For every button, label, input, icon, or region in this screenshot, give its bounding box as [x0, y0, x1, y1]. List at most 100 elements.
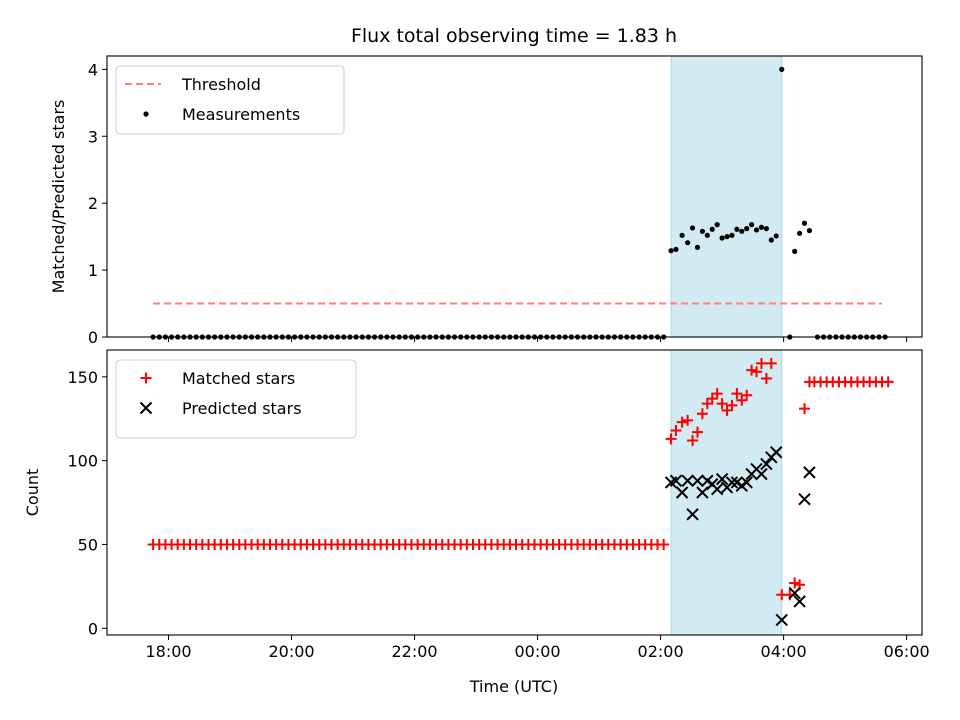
- data-point: [675, 486, 689, 499]
- data-point: [779, 66, 785, 72]
- data-point: [676, 416, 688, 428]
- series-matched-stars: [147, 357, 894, 601]
- data-point: [760, 373, 772, 384]
- data-point: [687, 435, 699, 447]
- observing-span: [670, 349, 783, 636]
- y-axis-label: Count: [23, 469, 42, 517]
- series-predicted-stars: [664, 446, 816, 627]
- data-point: [746, 364, 758, 376]
- data-point: [669, 474, 683, 487]
- data-point: [686, 508, 699, 521]
- y-tick-label: 3: [88, 127, 98, 146]
- data-point: [739, 228, 745, 234]
- data-point: [740, 476, 753, 489]
- data-point: [689, 225, 696, 231]
- data-point: [670, 424, 682, 436]
- data-point: [775, 613, 788, 627]
- data-point: [734, 226, 740, 232]
- legend-box: [115, 65, 345, 135]
- data-point: [704, 232, 710, 238]
- data-point: [658, 538, 670, 550]
- x-axis-label: Time (UTC): [469, 677, 558, 696]
- data-point: [882, 376, 894, 388]
- data-point: [751, 366, 763, 378]
- y-tick-label: 150: [67, 368, 98, 387]
- x-tick-label: 00:00: [515, 642, 561, 661]
- axes-frame: [106, 349, 923, 636]
- data-point: [706, 393, 718, 405]
- data-point: [668, 248, 674, 254]
- data-point: [806, 228, 813, 234]
- legend-label: Predicted stars: [182, 399, 302, 418]
- data-point: [760, 457, 773, 471]
- data-point: [758, 224, 765, 230]
- x-tick-label: 22:00: [391, 642, 437, 661]
- legend-label: Threshold: [181, 75, 261, 94]
- data-point: [701, 398, 713, 410]
- legend-marker: [139, 401, 153, 415]
- legend-label: Measurements: [182, 105, 300, 124]
- y-tick-label: 1: [88, 261, 98, 280]
- data-point: [685, 240, 691, 246]
- data-point: [714, 222, 720, 228]
- data-point: [801, 220, 808, 226]
- data-point: [770, 446, 783, 459]
- data-point: [682, 414, 694, 426]
- data-point: [691, 426, 703, 438]
- data-point: [729, 232, 735, 238]
- data-point: [716, 398, 728, 410]
- y-tick-label: 100: [67, 452, 98, 471]
- data-point: [721, 404, 733, 416]
- y-tick-label: 0: [88, 328, 98, 347]
- y-tick-label: 50: [78, 535, 98, 554]
- data-point: [763, 226, 769, 232]
- data-point: [724, 234, 730, 240]
- data-point: [681, 474, 694, 487]
- data-point: [803, 466, 816, 479]
- data-point: [741, 389, 753, 401]
- data-point: [798, 492, 811, 506]
- x-tick-label: 20:00: [268, 642, 314, 661]
- data-point: [709, 226, 715, 232]
- legend-marker: [143, 111, 149, 117]
- data-point: [736, 394, 748, 406]
- y-tick-label: 4: [88, 60, 98, 79]
- data-point: [696, 408, 708, 420]
- data-point: [731, 388, 743, 400]
- data-point: [691, 474, 704, 487]
- data-point: [796, 230, 803, 236]
- data-point: [711, 388, 723, 400]
- data-point: [726, 399, 738, 411]
- chart-title: Flux total observing time = 1.83 h: [351, 25, 677, 47]
- data-point: [773, 233, 779, 239]
- x-tick-label: 02:00: [638, 642, 684, 661]
- series-measurements: [150, 66, 888, 340]
- data-point: [768, 237, 774, 243]
- axes-frame: [106, 55, 923, 338]
- count-panel: 18:00 20:00 22:00 00:00 02:00 04:00 06:00 0 50 10…: [23, 349, 930, 661]
- data-point: [789, 577, 801, 589]
- data-point: [679, 232, 685, 238]
- data-point: [788, 586, 801, 600]
- y-axis-label: Matched/Predicted stars: [49, 100, 68, 294]
- legend-label: Matched stars: [182, 369, 295, 388]
- data-point: [765, 357, 777, 369]
- data-point: [753, 227, 760, 233]
- x-tick-label: 18:00: [145, 642, 191, 661]
- data-point: [725, 476, 739, 489]
- data-point: [755, 357, 767, 369]
- data-point: [792, 248, 798, 254]
- data-point: [673, 246, 679, 252]
- data-point: [799, 403, 811, 415]
- data-point: [719, 235, 725, 241]
- legend: Threshold Measurements: [115, 65, 345, 135]
- legend-box: [115, 359, 357, 439]
- x-tick-label: 04:00: [761, 642, 807, 661]
- y-tick-label: 0: [88, 619, 98, 638]
- legend-marker: [140, 372, 152, 384]
- legend: Matched stars Predicted stars: [115, 359, 357, 439]
- data-point: [793, 595, 806, 608]
- ratio-panel: 0 1 2 3 4 Matched/Predicted stars Threshold Mea…: [49, 55, 923, 347]
- data-point: [694, 244, 701, 250]
